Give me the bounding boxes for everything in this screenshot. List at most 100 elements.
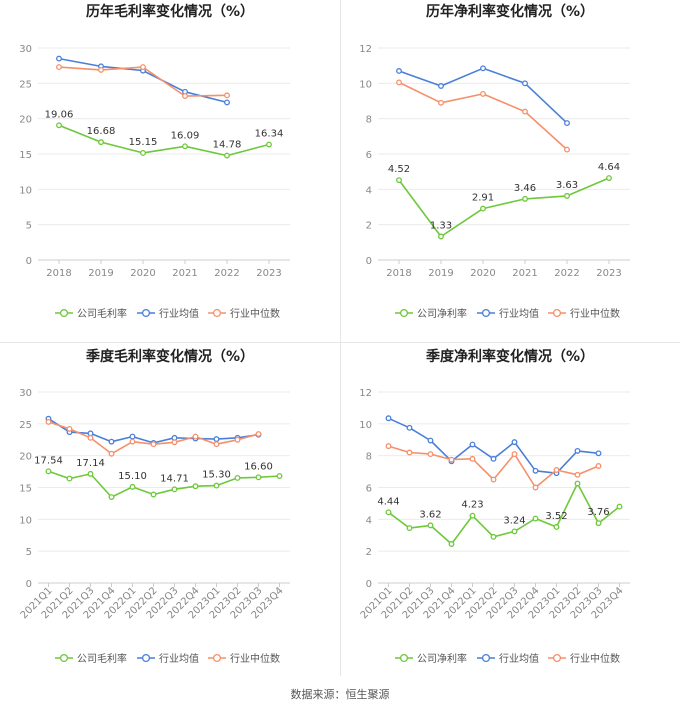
data-point-industry-median: [192, 433, 199, 440]
x-tick-label: 2021: [172, 268, 197, 279]
legend-marker: [552, 653, 562, 663]
data-label: 4.23: [461, 500, 483, 511]
data-label: 16.09: [171, 130, 200, 141]
data-label: 1.33: [430, 221, 452, 232]
data-point-industry-median: [438, 99, 444, 106]
data-point-company: [255, 474, 262, 481]
legend-label: 行业中位数: [230, 652, 280, 665]
legend-label: 行业均值: [499, 307, 539, 320]
y-tick-label: 8: [366, 115, 372, 126]
data-point-industry-median: [532, 484, 539, 491]
data-point-industry-avg: [595, 450, 602, 457]
data-label: 3.76: [587, 507, 609, 518]
y-tick-label: 0: [366, 256, 372, 267]
data-point-company: [438, 233, 444, 240]
data-point-company: [276, 473, 283, 479]
data-point-industry-median: [182, 93, 188, 100]
data-point-industry-avg: [396, 68, 402, 74]
horizontal-divider: [0, 342, 680, 343]
data-point-industry-avg: [522, 80, 528, 87]
series-line-industry-avg: [388, 417, 599, 474]
data-point-company: [87, 470, 94, 477]
y-tick-label: 2: [366, 547, 372, 558]
legend-marker: [212, 653, 222, 663]
data-point-industry-avg: [224, 99, 230, 106]
legend-marker: [399, 653, 409, 663]
data-point-company: [171, 486, 178, 493]
data-point-company: [490, 533, 497, 540]
y-tick-label: 10: [19, 185, 32, 196]
data-label: 15.15: [129, 137, 158, 148]
data-point-company: [511, 528, 518, 535]
y-tick-label: 10: [359, 79, 372, 90]
data-label: 15.10: [118, 471, 147, 482]
data-point-company: [98, 139, 104, 146]
y-tick-label: 30: [19, 44, 32, 55]
legend-marker: [399, 308, 409, 318]
y-tick-label: 15: [19, 484, 32, 495]
data-label: 3.62: [419, 509, 441, 520]
data-label: 3.63: [556, 180, 578, 191]
legend-item-industry-avg: 行业均值: [137, 307, 199, 320]
y-tick-label: 10: [19, 515, 32, 526]
y-tick-label: 6: [366, 484, 372, 495]
data-point-industry-avg: [438, 83, 444, 89]
data-label: 19.06: [45, 109, 74, 120]
data-point-industry-avg: [574, 447, 581, 454]
chart-panel-1: 历年毛利率变化情况（%） 0 5 10 15 20 25 30 2018 2019 2020 2021…: [19, 3, 290, 320]
data-point-industry-median: [480, 90, 486, 97]
data-point-company: [140, 149, 146, 156]
legend-label: 公司净利率: [417, 307, 467, 320]
y-tick-label: 5: [26, 547, 32, 558]
legend-item-industry-median: 行业中位数: [208, 652, 280, 665]
data-point-industry-median: [56, 64, 62, 71]
data-point-industry-avg: [469, 441, 476, 448]
data-label: 14.71: [160, 473, 189, 484]
data-point-industry-median: [396, 79, 402, 86]
legend-item-company: 公司毛利率: [55, 652, 127, 665]
legend-marker: [141, 653, 151, 663]
data-point-industry-avg: [129, 433, 136, 440]
data-point-company: [574, 480, 581, 487]
series-line-company: [388, 482, 620, 545]
data-point-company: [480, 205, 486, 212]
data-point-industry-median: [522, 108, 528, 115]
data-label: 3.46: [514, 183, 536, 194]
legend-item-industry-avg: 行业均值: [477, 652, 539, 665]
data-point-industry-avg: [385, 415, 392, 422]
data-label: 14.78: [213, 140, 242, 151]
chart-title: 季度净利率变化情况（%）: [425, 348, 594, 365]
series-line-company: [58, 124, 270, 157]
data-point-company: [522, 195, 528, 202]
data-point-company: [553, 524, 560, 530]
y-tick-label: 5: [26, 221, 32, 232]
y-tick-label: 0: [26, 579, 32, 590]
legend-label: 行业均值: [499, 652, 539, 665]
data-point-industry-avg: [490, 455, 497, 462]
legend-item-company: 公司净利率: [395, 652, 467, 665]
data-label: 17.14: [76, 458, 105, 469]
legend-label: 行业均值: [159, 307, 199, 320]
legend-marker: [481, 653, 491, 663]
data-point-company: [385, 509, 392, 516]
legend-label: 公司毛利率: [77, 652, 127, 665]
data-label: 16.60: [244, 461, 273, 472]
data-label: 15.30: [202, 470, 231, 481]
data-point-company: [266, 141, 272, 148]
data-point-company: [606, 175, 612, 181]
x-tick-label: 2023: [256, 268, 281, 279]
y-tick-label: 25: [19, 79, 32, 90]
data-label: 4.64: [598, 162, 620, 173]
legend-label: 行业均值: [159, 652, 199, 665]
data-label: 17.54: [34, 455, 63, 466]
data-point-company: [182, 143, 188, 150]
data-point-industry-median: [427, 451, 434, 458]
y-tick-label: 4: [366, 515, 372, 526]
data-point-industry-median: [87, 434, 94, 441]
data-point-company: [45, 468, 52, 475]
legend-label: 行业中位数: [570, 652, 620, 665]
legend-marker: [212, 308, 222, 318]
x-tick-label: 2020: [130, 268, 155, 279]
x-tick-label: 2023: [596, 268, 621, 279]
data-point-industry-median: [234, 436, 241, 443]
